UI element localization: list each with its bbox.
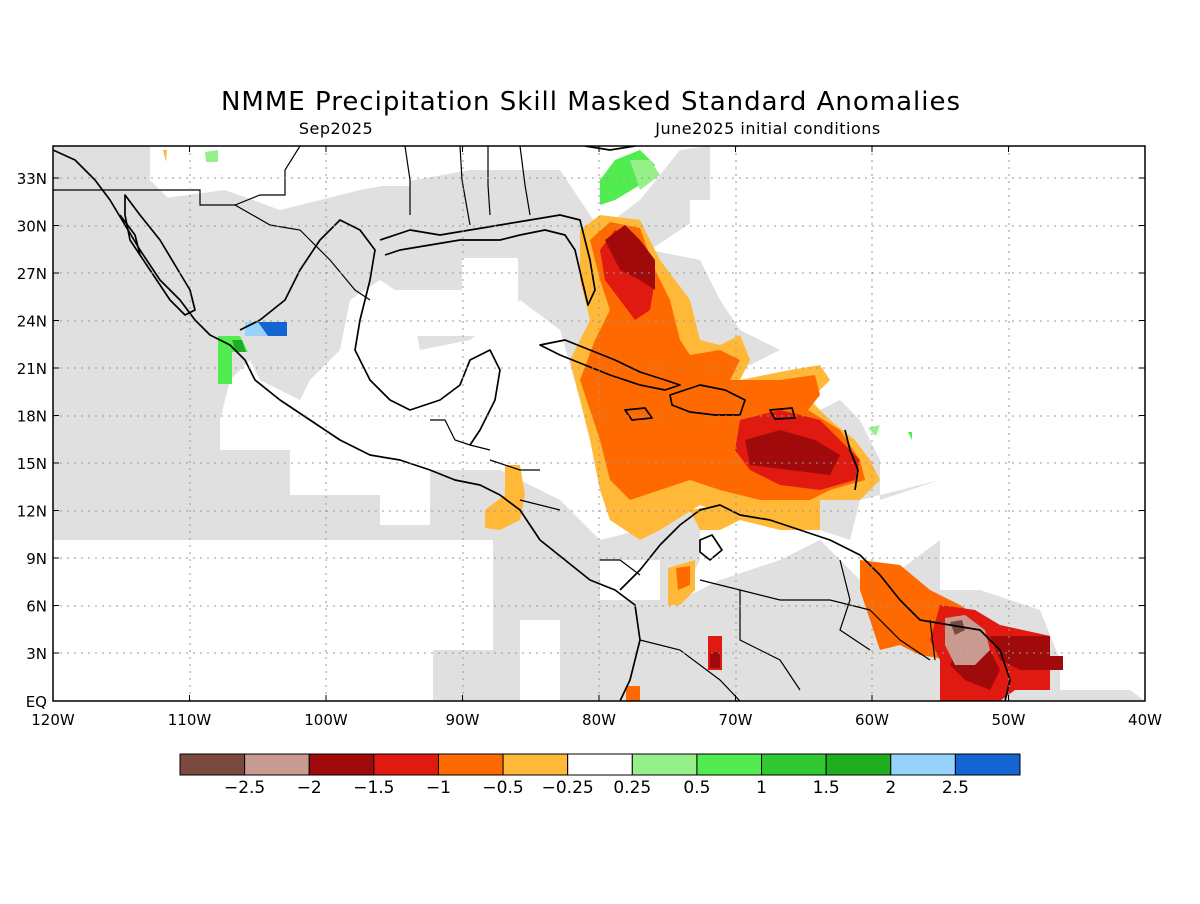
lat-tick-label: 33N (17, 170, 47, 188)
map-title: NMME Precipitation Skill Masked Standard… (221, 87, 961, 117)
colorbar-swatch (631, 753, 698, 776)
lat-tick-label: 21N (17, 360, 47, 378)
colorbar-label: 0.5 (683, 778, 710, 798)
lon-tick-label: 40W (1128, 711, 1162, 729)
colorbar-swatch (825, 753, 892, 776)
colorbar: −2.5 −2 −1.5 −1 −0.5 −0.25 0.25 0.5 1 1.5 2 2.5 (179, 753, 1021, 798)
colorbar-swatch (244, 753, 310, 776)
lat-tick-label: 30N (17, 218, 47, 236)
colorbar-swatch (761, 753, 827, 776)
lat-tick-label: 15N (17, 455, 47, 473)
colorbar-label: 2.5 (942, 778, 969, 798)
lat-tick-label: 9N (26, 550, 47, 568)
lon-tick-label: 120W (31, 711, 75, 729)
lon-tick-label: 60W (855, 711, 889, 729)
colorbar-label: −1.5 (353, 778, 394, 798)
subtitle-init: June2025 initial conditions (654, 119, 881, 138)
lon-tick-label: 70W (719, 711, 753, 729)
colorbar-label: −0.25 (542, 778, 594, 798)
coastlines (53, 146, 1011, 701)
colorbar-swatch (502, 753, 569, 776)
colorbar-swatch (179, 753, 246, 776)
colorbar-label: 2 (885, 778, 896, 798)
lat-tick-label: 18N (17, 408, 47, 426)
graticule (53, 146, 1145, 701)
colorbar-label: 0.25 (613, 778, 651, 798)
colorbar-swatch (954, 753, 1021, 776)
lat-tick-label: 3N (26, 645, 47, 663)
colorbar-swatch (696, 753, 763, 776)
lon-tick-label: 50W (992, 711, 1026, 729)
longitude-axis: 120W 110W 100W 90W 80W 70W 60W 50W 40W (31, 146, 1162, 729)
colorbar-swatch (437, 753, 504, 776)
colorbar-swatch (373, 753, 439, 776)
lon-tick-label: 100W (304, 711, 348, 729)
lon-tick-label: 80W (582, 711, 616, 729)
colorbar-swatch (308, 753, 375, 776)
colorbar-swatch (890, 753, 956, 776)
colorbar-swatch (567, 753, 633, 776)
unmasked-regions (53, 146, 1145, 701)
lat-tick-label: 12N (17, 503, 47, 521)
colorbar-label: −2.5 (224, 778, 265, 798)
colorbar-label: −2 (297, 778, 322, 798)
lat-tick-label: 24N (17, 313, 47, 331)
lon-tick-label: 90W (446, 711, 480, 729)
lat-tick-label: 6N (26, 598, 47, 616)
colorbar-label: 1 (756, 778, 767, 798)
anomaly-fills (163, 150, 1063, 701)
lat-tick-label: EQ (26, 693, 47, 711)
lat-tick-label: 27N (17, 265, 47, 283)
latitude-axis: 33N 30N 27N 24N 21N 18N 15N 12N 9N 6N 3N EQ (17, 170, 1145, 711)
colorbar-label: −1 (426, 778, 451, 798)
colorbar-label: −0.5 (482, 778, 523, 798)
colorbar-label: 1.5 (813, 778, 840, 798)
lon-tick-label: 110W (168, 711, 212, 729)
subtitle-month: Sep2025 (299, 119, 373, 138)
political-borders (53, 146, 936, 701)
map-field (53, 146, 1145, 701)
